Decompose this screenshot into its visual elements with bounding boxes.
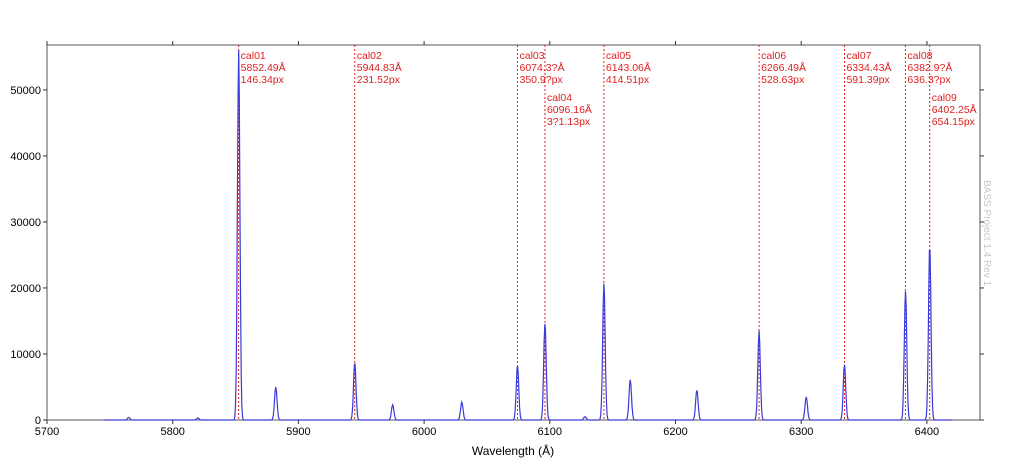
x-tick-label: 6200	[663, 426, 687, 438]
x-tick-label: 6400	[915, 426, 939, 438]
marker-name: cal07	[846, 50, 871, 62]
marker-wavelength: 6382.9?Å	[907, 61, 952, 74]
marker-name: cal02	[357, 50, 382, 62]
marker-wavelength: 6096.16Å	[547, 103, 592, 116]
marker-pixel: 591.39px	[846, 74, 890, 86]
marker-wavelength: 6143.06Å	[606, 61, 651, 74]
y-tick-label: 50000	[10, 85, 41, 97]
marker-pixel: 3?1.13px	[547, 116, 591, 128]
marker-name: cal05	[606, 50, 631, 62]
marker-name: cal01	[241, 50, 266, 62]
x-tick-label: 6300	[789, 426, 813, 438]
marker-wavelength: 6334.43Å	[846, 61, 891, 74]
marker-pixel: 146.34px	[241, 74, 285, 86]
marker-wavelength: 5944.83Å	[357, 61, 402, 74]
y-tick-label: 10000	[10, 349, 41, 361]
marker-name: cal06	[761, 50, 786, 62]
marker-name: cal03	[519, 50, 544, 62]
x-axis-label: Wavelength (Å)	[472, 443, 554, 458]
marker-pixel: 350.9?px	[519, 74, 563, 86]
marker-pixel: 528.63px	[761, 74, 805, 86]
x-tick-label: 6100	[538, 426, 562, 438]
watermark: BASS Project 1.4 Rev 1	[981, 180, 992, 287]
plot-frame	[46, 44, 981, 421]
marker-pixel: 636.3?px	[907, 74, 951, 86]
marker-pixel: 231.52px	[357, 74, 401, 86]
marker-wavelength: 5852.49Å	[241, 61, 286, 74]
marker-wavelength: 6266.49Å	[761, 61, 806, 74]
marker-wavelength: 6074.3?Å	[519, 61, 564, 74]
y-tick-label: 20000	[10, 283, 41, 295]
x-tick-label: 6000	[412, 426, 436, 438]
marker-name: cal04	[547, 92, 572, 104]
y-tick-label: 30000	[10, 217, 41, 229]
marker-pixel: 414.51px	[606, 74, 650, 86]
spectrum-line	[103, 50, 952, 421]
marker-name: cal09	[932, 92, 957, 104]
y-tick-label: 0	[35, 415, 41, 427]
marker-pixel: 654.15px	[932, 116, 976, 128]
x-tick-label: 5900	[286, 426, 310, 438]
marker-name: cal08	[907, 50, 932, 62]
x-tick-label: 5800	[160, 426, 184, 438]
x-tick-label: 5700	[35, 426, 59, 438]
marker-wavelength: 6402.25Å	[932, 103, 977, 116]
y-tick-label: 40000	[10, 151, 41, 163]
